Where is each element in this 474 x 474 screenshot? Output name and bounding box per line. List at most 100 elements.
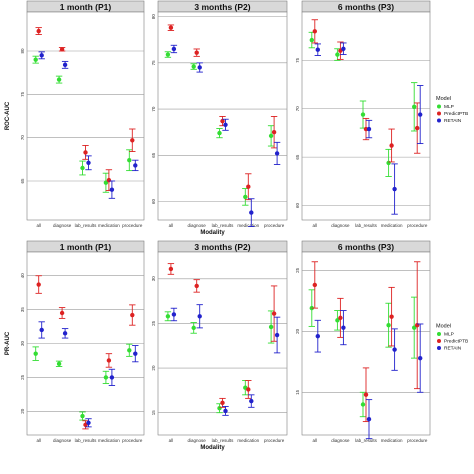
point-retain-roc-auc-p3 — [315, 47, 320, 52]
point-retain-pr-auc-p1 — [133, 351, 138, 356]
panel-roc-auc-p2 — [157, 11, 288, 221]
legend-marker-mlp-roc-auc — [437, 104, 441, 109]
point-retain-roc-auc-p1 — [133, 163, 138, 168]
legend-label-retain-roc-auc: RETAIN — [444, 118, 462, 124]
xtick-label-pr-auc-p1: all — [36, 438, 41, 443]
ytick-label-pr-auc-p3: 20 — [295, 328, 300, 334]
point-predictptb-pr-auc-p3 — [389, 314, 394, 319]
xtick-label-roc-auc-p3: lab_results — [355, 223, 378, 228]
xtick-label-pr-auc-p3: medication — [381, 438, 403, 443]
ytick-label-roc-auc-p2: 70 — [151, 106, 156, 112]
ytick-label-pr-auc-p1: 20 — [20, 408, 25, 414]
xtick-label-pr-auc-p3: all — [313, 438, 318, 443]
ylabel-roc-auc: ROC-AUC — [5, 101, 11, 130]
xtick-label-pr-auc-p1: lab_results — [75, 438, 98, 443]
point-retain-pr-auc-p3 — [315, 333, 320, 339]
panel-title-pr-auc-p1: 1 month (P1) — [60, 242, 112, 252]
point-mlp-roc-auc-p3 — [309, 37, 314, 43]
xtick-label-pr-auc-p2: procedure — [264, 438, 285, 443]
point-retain-roc-auc-p3 — [392, 186, 397, 192]
panel-title-roc-auc-p3: 6 months (P3) — [338, 2, 394, 12]
ytick-label-pr-auc-p1: 25 — [20, 374, 25, 380]
point-retain-roc-auc-p1 — [39, 53, 44, 58]
panel-roc-auc-p3 — [301, 11, 431, 221]
xtick-label-roc-auc-p2: procedure — [264, 223, 285, 228]
ytick-label-pr-auc-p3: 25 — [295, 267, 300, 273]
point-mlp-roc-auc-p1 — [103, 180, 109, 185]
legend-title-pr-auc: Model — [436, 324, 451, 330]
xtick-label-roc-auc-p2: all — [169, 223, 174, 228]
panel-roc-auc-p1 — [26, 11, 145, 221]
point-retain-roc-auc-p2 — [197, 65, 202, 70]
point-predictptb-pr-auc-p3 — [338, 315, 343, 321]
point-predictptb-roc-auc-p1 — [36, 28, 41, 34]
point-predictptb-pr-auc-p3 — [363, 392, 369, 397]
legend-label-mlp-pr-auc: MLP — [444, 332, 454, 338]
xtick-label-pr-auc-p3: diagnose — [331, 438, 350, 443]
xlabel-roc-auc: Modality — [200, 230, 225, 236]
legend-label-retain-pr-auc: RETAIN — [444, 346, 462, 352]
ytick-label-roc-auc-p2: 60 — [151, 199, 156, 205]
point-mlp-pr-auc-p3 — [412, 325, 417, 330]
ytick-label-pr-auc-p2: 15 — [151, 410, 156, 416]
point-retain-pr-auc-p2 — [223, 408, 228, 414]
ytick-label-pr-auc-p1: 30 — [20, 341, 25, 347]
point-retain-pr-auc-p2 — [274, 332, 280, 338]
point-predictptb-pr-auc-p2 — [246, 387, 251, 392]
xtick-label-roc-auc-p2: lab_results — [212, 223, 235, 228]
xtick-label-roc-auc-p1: medication — [98, 223, 120, 228]
xtick-label-pr-auc-p1: procedure — [122, 438, 143, 443]
point-retain-pr-auc-p1 — [109, 375, 115, 380]
xtick-label-roc-auc-p2: medication — [237, 223, 259, 228]
legend-label-predictptb-pr-auc: PredictPTB — [444, 339, 468, 345]
point-retain-roc-auc-p1 — [62, 62, 68, 68]
xtick-label-roc-auc-p1: lab_results — [75, 223, 98, 228]
point-mlp-roc-auc-p2 — [243, 194, 248, 200]
point-mlp-pr-auc-p2 — [268, 324, 274, 330]
ytick-label-roc-auc-p3: 75 — [295, 57, 300, 63]
point-retain-roc-auc-p2 — [274, 151, 280, 156]
legend-label-mlp-roc-auc: MLP — [444, 104, 454, 110]
legend-marker-mlp-pr-auc — [437, 332, 441, 336]
legend-marker-retain-roc-auc — [437, 118, 441, 123]
point-mlp-roc-auc-p3 — [386, 160, 391, 166]
ytick-label-roc-auc-p3: 65 — [295, 154, 300, 160]
point-retain-pr-auc-p3 — [341, 325, 346, 330]
point-predictptb-roc-auc-p3 — [415, 125, 420, 131]
point-predictptb-roc-auc-p2 — [194, 50, 199, 55]
ytick-label-roc-auc-p2: 75 — [151, 60, 156, 66]
point-mlp-pr-auc-p1 — [33, 351, 38, 356]
point-mlp-roc-auc-p1 — [56, 77, 62, 82]
point-retain-roc-auc-p2 — [171, 46, 177, 52]
point-predictptb-pr-auc-p1 — [36, 282, 41, 287]
point-mlp-roc-auc-p2 — [268, 133, 274, 139]
point-retain-roc-auc-p3 — [341, 46, 346, 51]
xtick-label-roc-auc-p3: procedure — [407, 223, 428, 228]
point-mlp-pr-auc-p2 — [165, 314, 171, 319]
legend-title-roc-auc: Model — [436, 96, 451, 102]
xtick-label-roc-auc-p1: procedure — [122, 223, 143, 228]
ytick-label-pr-auc-p2: 20 — [151, 365, 156, 371]
point-mlp-pr-auc-p3 — [360, 402, 366, 407]
xtick-label-roc-auc-p3: medication — [381, 223, 403, 228]
xtick-label-pr-auc-p2: all — [169, 438, 174, 443]
point-retain-roc-auc-p1 — [86, 160, 91, 165]
point-retain-roc-auc-p1 — [109, 187, 115, 192]
ytick-label-roc-auc-p2: 65 — [151, 152, 156, 158]
xtick-label-pr-auc-p1: medication — [98, 438, 120, 443]
point-mlp-roc-auc-p2 — [165, 52, 171, 57]
point-mlp-roc-auc-p2 — [191, 64, 196, 69]
xtick-label-roc-auc-p3: diagnose — [331, 223, 350, 228]
point-mlp-pr-auc-p2 — [191, 325, 196, 331]
point-mlp-pr-auc-p3 — [335, 318, 340, 323]
point-mlp-roc-auc-p3 — [412, 104, 417, 110]
panel-title-pr-auc-p2: 3 months (P2) — [194, 242, 250, 252]
xtick-label-roc-auc-p2: diagnose — [188, 223, 207, 228]
point-retain-roc-auc-p3 — [366, 126, 372, 132]
legend-label-predictptb-roc-auc: PredictPTB — [444, 111, 468, 117]
ylabel-pr-auc: PR-AUC — [5, 331, 11, 355]
point-retain-roc-auc-p2 — [223, 122, 228, 127]
ytick-label-pr-auc-p2: 30 — [151, 276, 156, 282]
legend-marker-retain-pr-auc — [437, 346, 441, 350]
